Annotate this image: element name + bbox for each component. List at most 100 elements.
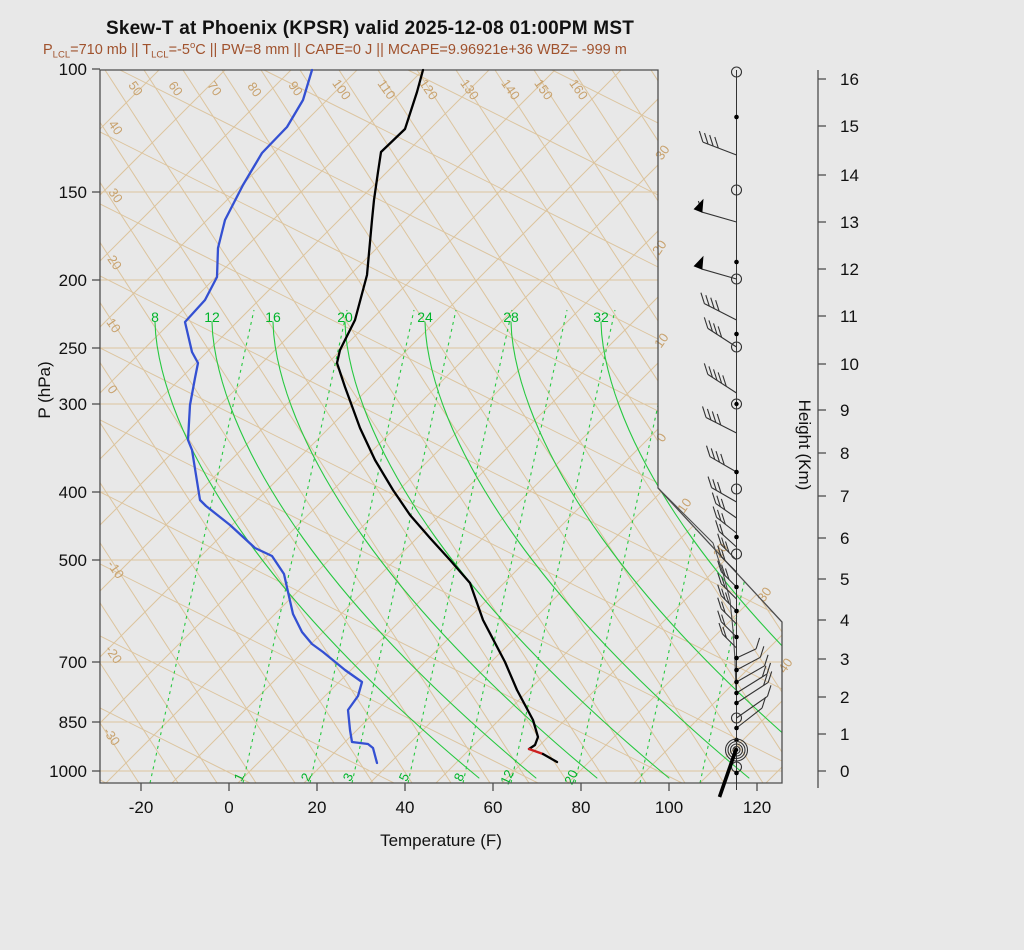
tick-label: 20 <box>710 540 731 560</box>
tick-label: 20 <box>337 309 353 325</box>
tick-label: 40 <box>396 798 415 817</box>
tick-label: 30 <box>652 142 673 162</box>
mixing-ratio-labels: 1 2 3 5 8 12 20 <box>231 767 581 786</box>
tick-label: 10 <box>674 495 695 515</box>
tick-label: 28 <box>503 309 519 325</box>
temperature-axis: -20 0 20 40 60 80 100 120 Temperature (F) <box>129 783 771 850</box>
tick-label: 850 <box>59 713 87 732</box>
tick-label: 60 <box>484 798 503 817</box>
tick-label: 30 <box>105 185 126 205</box>
tick-label: 120 <box>743 798 771 817</box>
pressure-axis: 100 150 200 250 300 400 500 700 850 1000 P (hPa) <box>35 60 100 781</box>
tick-label: 10 <box>840 355 859 374</box>
plot-frame <box>99 69 783 784</box>
tick-label: -20 <box>102 642 125 666</box>
tick-label: 80 <box>244 79 265 99</box>
subtitle-segment: o <box>189 40 196 51</box>
tick-label: 9 <box>840 401 849 420</box>
tick-label: 3 <box>840 650 849 669</box>
tick-label: 16 <box>265 309 281 325</box>
tick-label: 15 <box>840 117 859 136</box>
tick-label: Height (Km) <box>795 400 814 491</box>
tick-label: 20 <box>104 252 125 272</box>
tick-label: 0 <box>224 798 233 817</box>
tick-label: 5 <box>840 570 849 589</box>
tick-label: 12 <box>840 260 859 279</box>
tick-label: 10 <box>651 330 672 350</box>
tick-label: 1 <box>231 771 248 784</box>
tick-label: 12 <box>497 767 517 786</box>
tick-label: 0 <box>840 762 849 781</box>
tick-label: 500 <box>59 551 87 570</box>
tick-label: 6 <box>840 529 849 548</box>
tick-label: 1 <box>840 725 849 744</box>
tick-label: 11 <box>840 307 858 326</box>
subtitle-segment: LCL <box>151 49 169 61</box>
tick-label: 24 <box>417 309 433 325</box>
tick-label: 150 <box>59 183 87 202</box>
tick-label: 100 <box>329 76 354 102</box>
tick-label: 160 <box>566 76 591 102</box>
tick-label: 12 <box>204 309 220 325</box>
tick-label: 8 <box>151 309 159 325</box>
isotherm-labels-right: 30 20 10 0 <box>649 142 673 444</box>
tick-label: 60 <box>165 78 186 98</box>
tick-label: 20 <box>308 798 327 817</box>
tick-label: 50 <box>125 78 146 98</box>
tick-label: -20 <box>129 798 154 817</box>
tick-label: 13 <box>840 213 859 232</box>
tick-label: 8 <box>840 444 849 463</box>
moist-adiabat-labels: 8 12 16 20 24 28 32 <box>151 309 609 325</box>
tick-label: 7 <box>840 487 849 506</box>
subtitle-segment: C || PW=8 mm || CAPE=0 J || MCAPE=9.9692… <box>195 41 627 58</box>
tick-label: 0 <box>104 382 120 397</box>
tick-label: 4 <box>840 611 849 630</box>
tick-label: 14 <box>840 166 859 185</box>
subtitle-segment: =-5 <box>168 41 190 58</box>
tick-label: 100 <box>59 60 87 79</box>
tick-label: 700 <box>59 653 87 672</box>
chart-title: Skew-T at Phoenix (KPSR) valid 2025-12-0… <box>106 18 634 39</box>
tick-label: Temperature (F) <box>380 831 502 850</box>
tick-label: 32 <box>593 309 609 325</box>
tick-label: 70 <box>204 78 225 98</box>
tick-label: P (hPa) <box>35 361 54 418</box>
tick-label: 3 <box>340 771 357 784</box>
tick-label: 100 <box>655 798 683 817</box>
tick-label: 40 <box>775 655 796 675</box>
temperature-curve <box>335 68 540 751</box>
tick-label: 2 <box>298 771 315 784</box>
subtitle-segment: LCL <box>52 49 71 61</box>
sounding-curves <box>183 68 559 765</box>
tick-label: 2 <box>840 688 849 707</box>
tick-label: 20 <box>649 237 670 257</box>
tick-label: 40 <box>105 117 126 137</box>
tick-label: 90 <box>285 78 306 98</box>
tick-label: 250 <box>59 339 87 358</box>
isotherm-labels-slant: 10 20 30 40 <box>674 495 796 675</box>
tick-label: 1000 <box>49 762 87 781</box>
dewpoint-curve <box>183 68 379 765</box>
chart-subtitle: PLCL=710 mb || TLCL=-5oC || PW=8 mm || C… <box>43 40 627 61</box>
tick-label: 0 <box>653 430 669 445</box>
tick-label: -10 <box>104 557 127 581</box>
tick-label: 300 <box>59 395 87 414</box>
temperature-curve-tail <box>541 752 559 764</box>
subtitle-segment: P <box>43 41 53 58</box>
tick-label: 20 <box>561 767 581 786</box>
subtitle-segment: =710 mb || T <box>70 41 152 58</box>
tick-label: 5 <box>396 771 413 784</box>
tick-label: 400 <box>59 483 87 502</box>
tick-label: 10 <box>103 315 124 335</box>
background-line-labels: 50 60 70 80 90 100 110 120 130 140 150 160403020100… <box>100 76 795 787</box>
wind-barb-staff <box>693 66 773 798</box>
parcel-red-segment <box>527 747 545 756</box>
tick-label: 30 <box>754 584 775 604</box>
tick-label: 16 <box>840 70 859 89</box>
tick-label: 80 <box>572 798 591 817</box>
